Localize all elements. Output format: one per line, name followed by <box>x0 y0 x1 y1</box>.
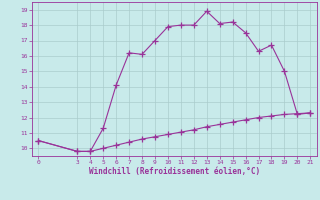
X-axis label: Windchill (Refroidissement éolien,°C): Windchill (Refroidissement éolien,°C) <box>89 167 260 176</box>
